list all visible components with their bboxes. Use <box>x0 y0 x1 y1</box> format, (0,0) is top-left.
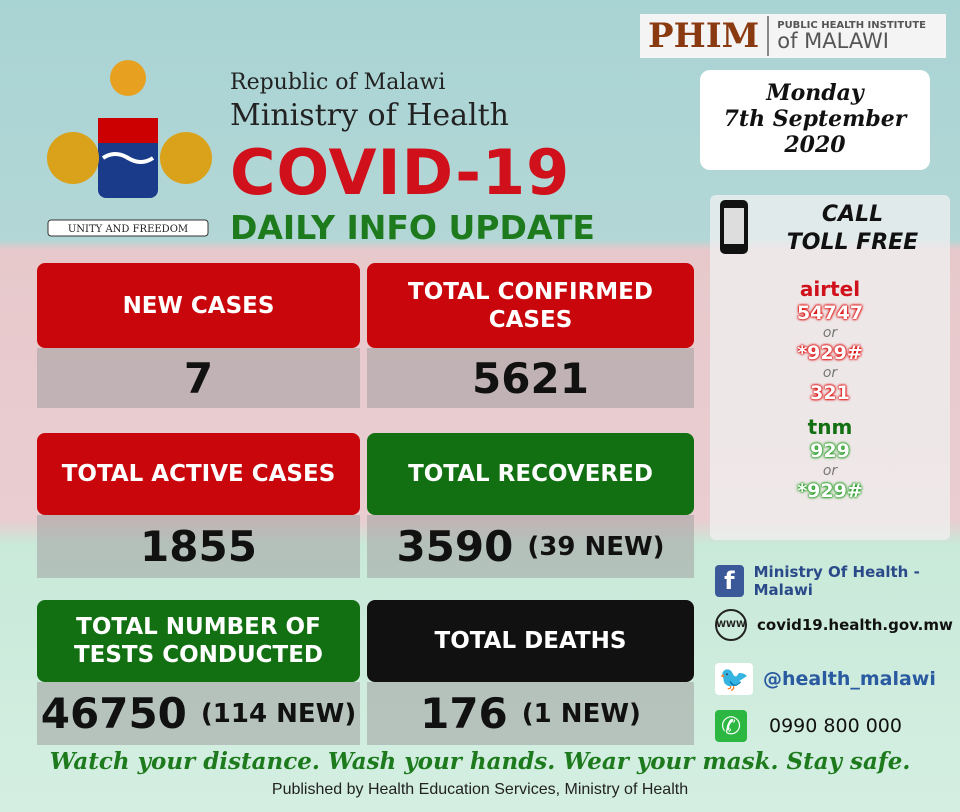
toll-free-panel: CALL TOLL FREE airtel 54747 or *929# or 3… <box>710 195 950 540</box>
ministry-label: Ministry of Health <box>230 98 509 133</box>
republic-label: Republic of Malawi <box>230 70 446 95</box>
stat-value: 176 <box>420 689 508 738</box>
airtel-number: 54747 <box>796 302 864 324</box>
stat-label: TOTAL ACTIVE CASES <box>37 433 360 515</box>
stat-label: TOTAL DEATHS <box>367 600 694 682</box>
facebook-icon: f <box>715 565 744 597</box>
stat-label: TOTAL CONFIRMED CASES <box>367 263 694 348</box>
date-box: Monday 7th September 2020 <box>700 70 930 170</box>
twitter-contact: 🐦 @health_malawi <box>715 663 936 695</box>
tnm-label: tnm <box>807 415 853 439</box>
stat-value-box: 1855 <box>37 515 360 578</box>
tnm-number: 929 <box>810 440 850 462</box>
airtel-number: *929# <box>797 342 863 364</box>
facebook-contact: f Ministry Of Health - Malawi <box>715 563 960 599</box>
stat-value-box: 176 (1 NEW) <box>367 682 694 745</box>
globe-icon: WWW <box>715 609 747 641</box>
whatsapp-contact: ✆ 0990 800 000 <box>715 710 902 742</box>
whatsapp-icon: ✆ <box>715 710 747 742</box>
stat-value-box: 46750 (114 NEW) <box>37 682 360 745</box>
subtitle: DAILY INFO UPDATE <box>230 208 595 247</box>
stat-value-box: 5621 <box>367 348 694 408</box>
stat-value-box: 7 <box>37 348 360 408</box>
stat-label: TOTAL NUMBER OF TESTS CONDUCTED <box>37 600 360 682</box>
stat-value: 5621 <box>472 353 589 403</box>
stat-value: 1855 <box>140 522 257 571</box>
safety-motto: Watch your distance. Wash your hands. We… <box>49 748 911 775</box>
phim-logo: PHIM PUBLIC HEALTH INSTITUTE of MALAWI <box>640 14 946 58</box>
stat-new-count: (114 NEW) <box>200 698 357 729</box>
tnm-number: *929# <box>797 480 863 502</box>
stat-value-box: 3590 (39 NEW) <box>367 515 694 578</box>
stat-value: 7 <box>183 353 214 403</box>
stat-label: TOTAL RECOVERED <box>367 433 694 515</box>
main-title: COVID-19 <box>230 136 571 209</box>
airtel-label: airtel <box>799 277 861 301</box>
malawi-coat-of-arms-logo: UNITY AND FREEDOM <box>47 60 212 237</box>
svg-text:UNITY AND FREEDOM: UNITY AND FREEDOM <box>68 224 188 235</box>
stat-label: NEW CASES <box>37 263 360 348</box>
stat-new-count: (1 NEW) <box>521 698 641 729</box>
stat-value: 46750 <box>40 689 187 738</box>
website-contact: WWW covid19.health.gov.mw <box>715 609 953 641</box>
twitter-icon: 🐦 <box>715 663 753 695</box>
airtel-number: 321 <box>810 382 850 404</box>
stat-value: 3590 <box>396 522 514 571</box>
mobile-phone-icon <box>720 200 748 254</box>
publisher-credit: Published by Health Education Services, … <box>271 781 689 798</box>
stat-new-count: (39 NEW) <box>527 531 665 562</box>
